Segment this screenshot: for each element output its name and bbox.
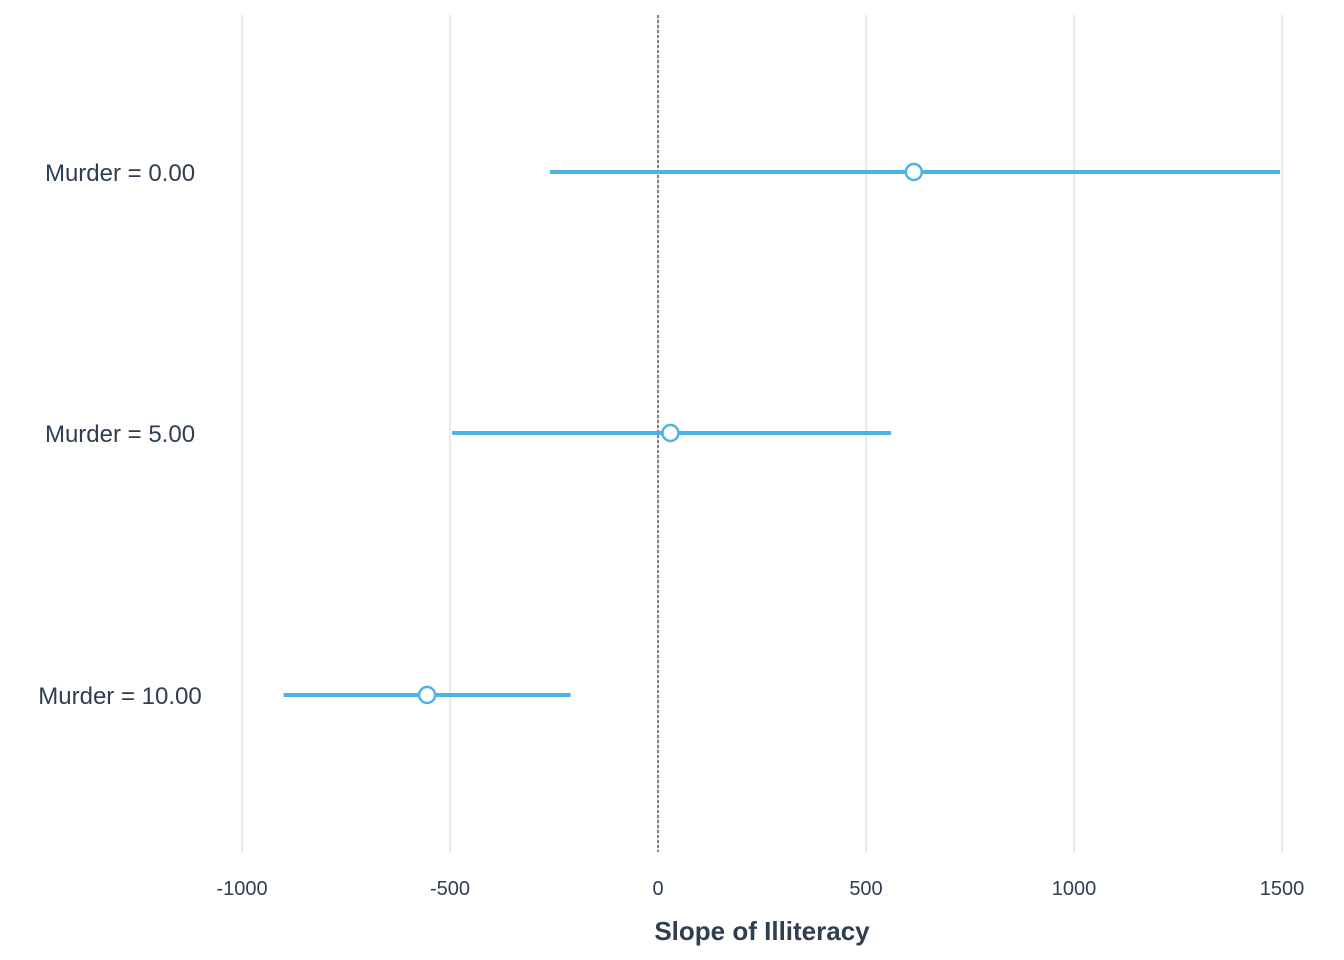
- y-category-label: Murder = 10.00: [38, 683, 201, 710]
- category-labels: Murder = 0.00 Murder = 5.00 Murder = 10.00: [38, 160, 201, 710]
- x-tick-label: 500: [849, 878, 882, 900]
- y-category-label: Murder = 0.00: [45, 160, 195, 187]
- x-tick-label: 0: [652, 878, 663, 900]
- point-estimate: [904, 162, 924, 182]
- tick-labels: -1000 -500 0 500 1000 1500: [216, 878, 1304, 900]
- x-tick-label: 1500: [1260, 878, 1305, 900]
- x-tick-label: -1000: [216, 878, 267, 900]
- series-marks: [283, 162, 1280, 705]
- x-tick-label: 1000: [1052, 878, 1097, 900]
- x-tick-label: -500: [430, 878, 470, 900]
- point-estimate: [417, 685, 437, 705]
- point-estimate: [661, 423, 680, 443]
- x-axis-title: Slope of Illiteracy: [654, 916, 870, 946]
- y-category-label: Murder = 5.00: [45, 421, 195, 448]
